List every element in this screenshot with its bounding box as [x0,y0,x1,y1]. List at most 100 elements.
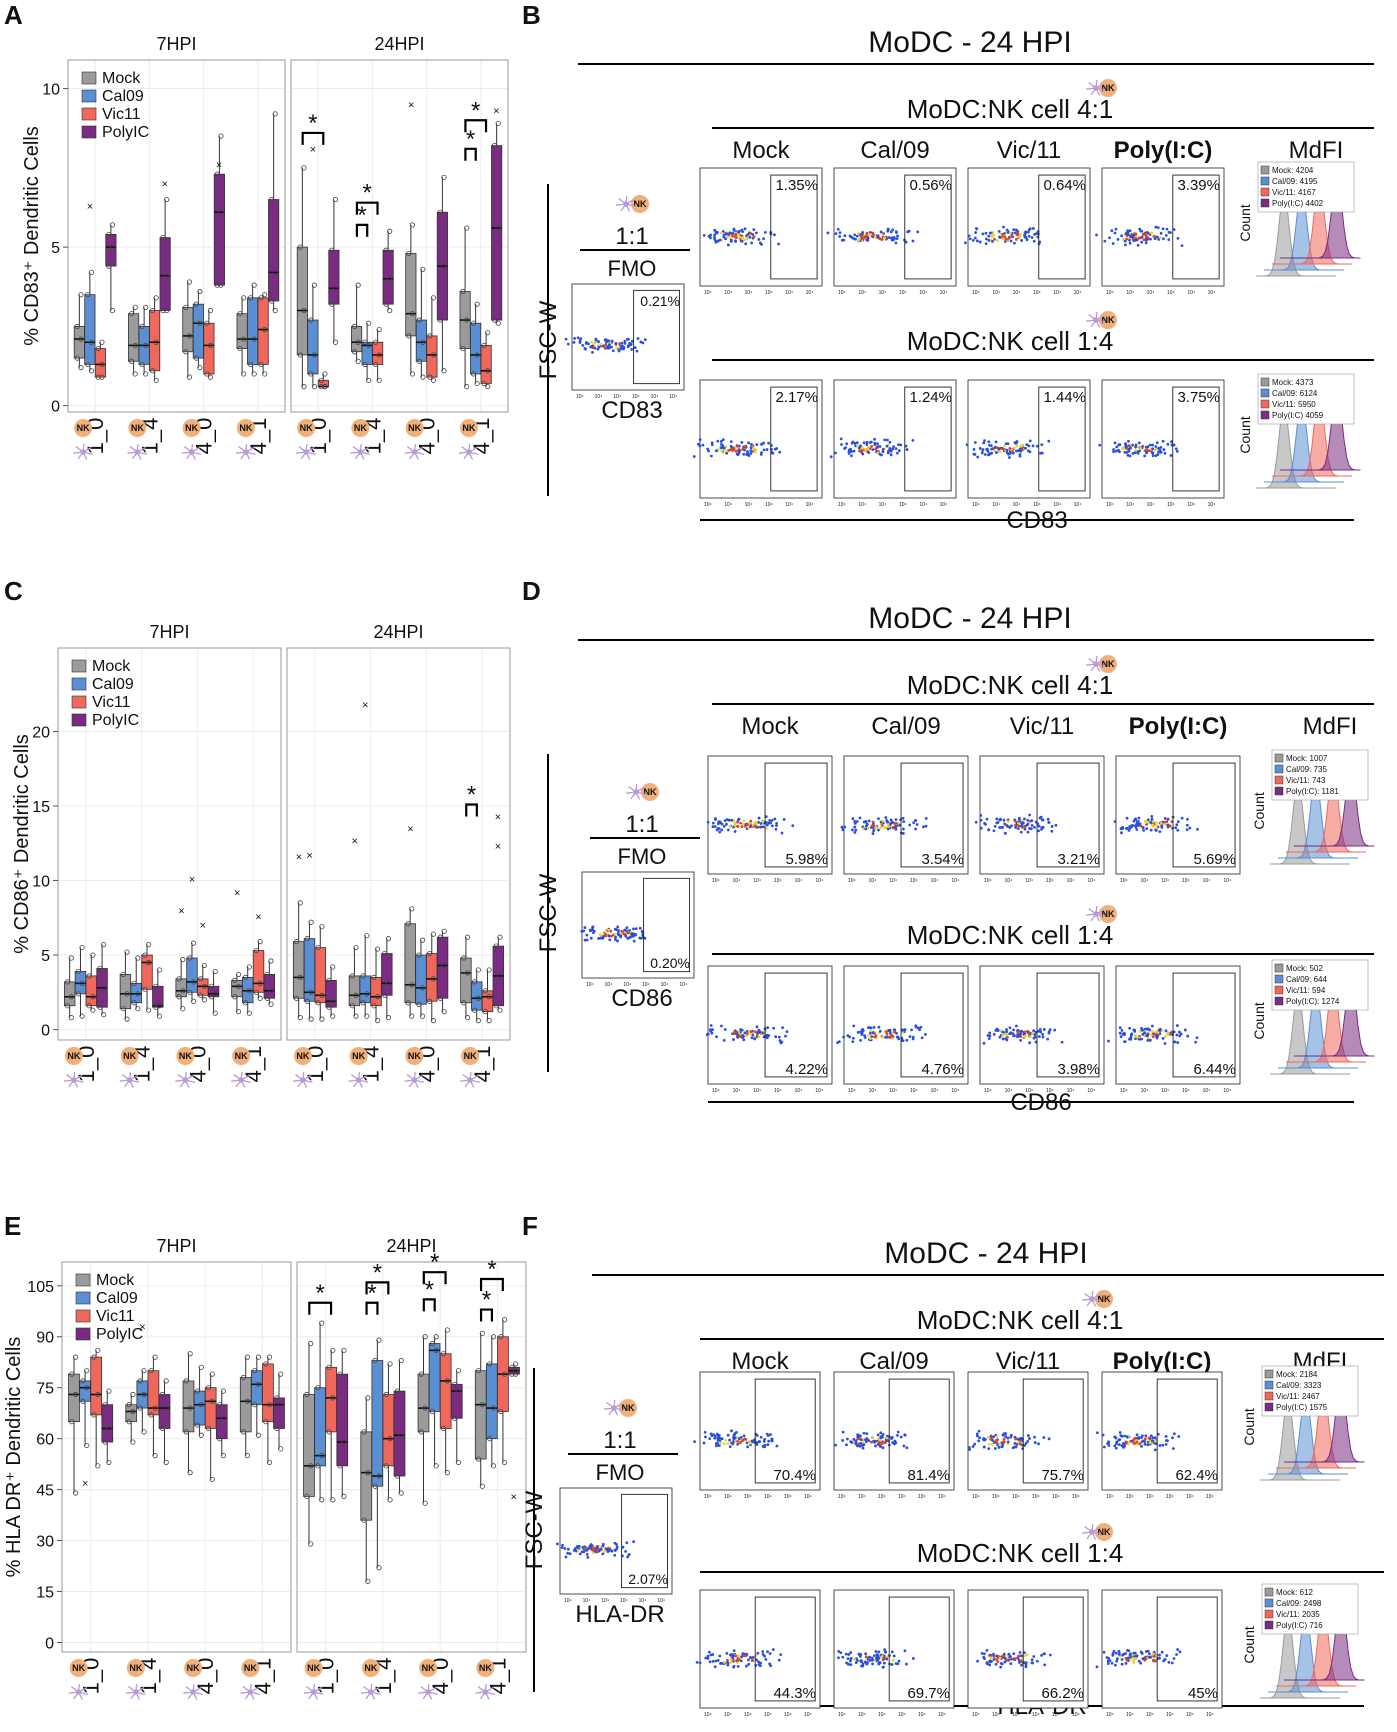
data-point [268,1001,274,1007]
box-body [303,1394,315,1497]
event-dot [1108,236,1111,240]
event-dot [730,232,734,235]
event-dot [1140,1444,1143,1448]
y-tick-label: 75 [36,1381,54,1398]
event-dot [1150,817,1154,821]
box-PolyIC [336,1347,349,1500]
data-point [513,1368,519,1374]
event-dot [719,440,723,443]
box-Cal09 [250,1354,263,1438]
mdfi-swatch [1260,399,1270,409]
event-dot [1172,1432,1176,1436]
event-dot [622,347,625,351]
data-point [444,1470,450,1476]
data-point [364,991,370,997]
y-tick-label: 5 [41,948,50,965]
box-Mock [68,1354,80,1496]
box-body [296,246,308,356]
event-dot [725,232,728,236]
box-Vic11 [257,292,269,377]
event-dot [1122,1442,1125,1445]
axis-tick: 10⁴ [1182,878,1190,884]
significance-star: * [367,1280,376,1307]
legend-label: PolyIC [102,124,149,141]
event-dot [1158,1027,1162,1031]
nk-label: NK [131,423,144,433]
panel-label-C: C [4,576,23,606]
dot-plot: 3.98%10⁴ 10⁴ 10⁴ 10⁴ 10⁴ 10⁴ [979,965,1105,1094]
event-dot [899,1435,903,1439]
event-dot [858,449,861,453]
event-dot [1020,1654,1024,1658]
box-Mock [73,292,85,371]
bracket [422,1271,447,1285]
data-point [102,1402,108,1408]
nk-cell-icon: NK [176,1047,195,1065]
data-point [130,1408,136,1415]
event-dot [1128,825,1132,829]
nk-label: NK [239,423,252,433]
event-dot [881,1440,884,1443]
nk-cell-icon: NK [304,1659,323,1677]
modc-body [1093,911,1099,917]
event-dot [1129,1035,1133,1039]
gate-percentage: 0.56% [909,177,952,194]
dot-plot: 4.76%10⁴ 10⁴ 10⁴ 10⁴ 10⁴ 10⁴ [836,965,969,1094]
box-body [439,1353,452,1429]
data-point [330,964,336,970]
event-dot [1009,239,1013,243]
event-dot [1170,440,1173,444]
axis-tick: 10⁴ [795,878,803,884]
event-dot [714,449,718,453]
gate-percentage: 2.07% [628,1571,668,1587]
event-dot [1017,1661,1021,1664]
nk-cell-body [64,1047,83,1065]
modc-icon [604,1399,624,1416]
event-dot [1129,1439,1133,1443]
data-point [218,209,224,215]
axis-tick: 10⁴ [733,878,741,884]
event-dot [985,1648,989,1652]
event-dot [1147,820,1150,824]
event-dot [1141,1657,1145,1661]
panel-title: MoDC - 24 HPI [868,602,1071,635]
axis-tick: 10⁴ [899,502,907,508]
event-dot [874,1650,878,1653]
mdfi-swatch [1274,753,1284,763]
event-dot [704,1656,708,1660]
bracket [464,119,488,133]
event-dot [888,440,892,444]
event-dot [1018,447,1022,451]
event-dot [1042,1652,1046,1656]
gate-percentage: 3.39% [1177,177,1220,194]
gate-percentage: 69.7% [907,1685,950,1702]
data-point [485,368,491,374]
data-point [164,196,170,203]
event-dot [615,1545,619,1549]
event-dot [1117,1443,1121,1447]
mdfi-value: Cal/09: 6124 [1272,389,1318,398]
event-dot [728,1445,732,1449]
event-dot [1016,229,1020,233]
event-dot [1050,825,1054,828]
event-dot [995,1654,999,1658]
event-dot [1095,1431,1099,1435]
data-point [80,1378,86,1384]
axis-tick: 10⁴ [1087,878,1095,884]
event-dot [1021,1447,1025,1451]
event-dot [1020,824,1023,828]
event-dot [1005,237,1008,241]
data-point [141,1391,147,1398]
data-point [126,1402,132,1408]
event-dot [853,825,857,829]
data-point [405,1000,411,1006]
box-Mock [460,934,472,1021]
data-point [330,1347,336,1353]
mdfi-swatch [1264,1402,1274,1412]
data-point [198,992,204,998]
box-PolyIC [268,111,280,314]
event-dot [762,237,765,241]
data-point [278,1402,284,1408]
data-point [142,952,148,958]
